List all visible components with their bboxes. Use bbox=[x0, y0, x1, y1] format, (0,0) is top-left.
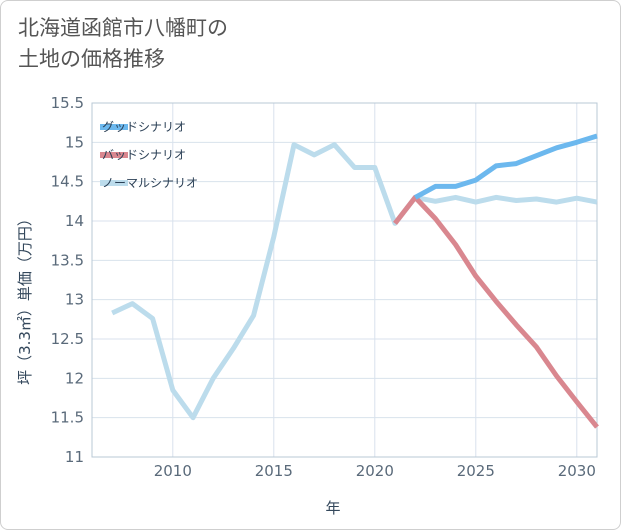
legend-label: バッドシナリオ bbox=[102, 148, 186, 162]
x-axis-ticks: 2010 2015 2020 2025 2030 bbox=[154, 462, 596, 480]
y-tick-label: 14 bbox=[65, 212, 84, 230]
x-tick-label: 2010 bbox=[154, 462, 192, 480]
y-tick-label: 14.5 bbox=[51, 173, 84, 191]
y-tick-label: 12.5 bbox=[51, 330, 84, 348]
legend-label: ノーマルシナリオ bbox=[102, 176, 198, 190]
chart-title: 北海道函館市八幡町の 土地の価格推移 bbox=[18, 13, 228, 75]
y-axis-title: 坪（3.3㎡）単価（万円） bbox=[16, 211, 34, 385]
x-tick-label: 2015 bbox=[255, 462, 293, 480]
chart-title-line-2: 土地の価格推移 bbox=[18, 47, 165, 71]
x-tick-label: 2030 bbox=[558, 462, 596, 480]
y-axis-ticks: 11 11.5 12 12.5 13 13.5 14 14.5 15 15.5 bbox=[51, 94, 84, 466]
legend-label: グッドシナリオ bbox=[102, 120, 186, 134]
y-tick-label: 13.5 bbox=[51, 251, 84, 269]
series-line-2 bbox=[111, 142, 598, 421]
chart-title-line-1: 北海道函館市八幡町の bbox=[18, 16, 228, 40]
series-lines bbox=[111, 133, 599, 429]
series-line-0 bbox=[414, 133, 598, 200]
x-tick-label: 2020 bbox=[356, 462, 394, 480]
x-axis-title: 年 bbox=[325, 499, 340, 517]
y-tick-label: 11 bbox=[65, 448, 84, 466]
y-tick-label: 15 bbox=[65, 133, 84, 151]
y-tick-label: 12 bbox=[65, 369, 84, 387]
y-tick-label: 11.5 bbox=[51, 409, 84, 427]
series-line-1 bbox=[393, 194, 599, 429]
y-tick-label: 15.5 bbox=[51, 94, 84, 112]
x-tick-label: 2025 bbox=[457, 462, 495, 480]
plot-border bbox=[91, 102, 598, 458]
y-tick-label: 13 bbox=[65, 291, 84, 309]
